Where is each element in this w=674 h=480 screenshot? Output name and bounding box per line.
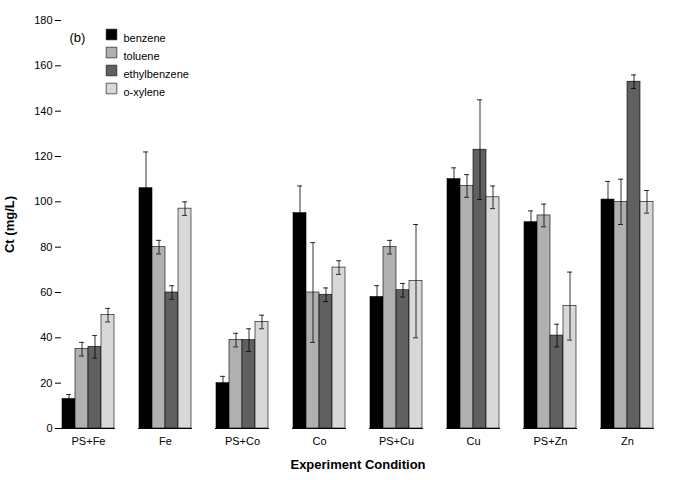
svg-text:160: 160 [34,59,52,71]
svg-text:Experiment Condition: Experiment Condition [290,457,425,472]
svg-text:80: 80 [40,241,52,253]
svg-text:20: 20 [40,377,52,389]
svg-text:benzene: benzene [124,32,166,44]
svg-text:PS+Fe: PS+Fe [72,435,106,447]
svg-text:120: 120 [34,150,52,162]
svg-text:Fe: Fe [159,435,172,447]
svg-text:140: 140 [34,105,52,117]
svg-text:(b): (b) [70,30,86,45]
svg-text:0: 0 [46,422,52,434]
svg-text:Co: Co [312,435,326,447]
svg-text:toluene: toluene [124,50,160,62]
svg-text:ethylbenzene: ethylbenzene [124,68,189,80]
svg-text:o-xylene: o-xylene [124,86,166,98]
svg-text:Zn: Zn [621,435,634,447]
svg-text:100: 100 [34,195,52,207]
svg-text:PS+Cu: PS+Cu [379,435,414,447]
svg-text:Ct (mg/L): Ct (mg/L) [2,196,17,253]
svg-text:60: 60 [40,286,52,298]
svg-text:PS+Co: PS+Co [225,435,260,447]
svg-text:PS+Zn: PS+Zn [534,435,568,447]
svg-text:Cu: Cu [466,435,480,447]
svg-text:180: 180 [34,14,52,26]
svg-text:40: 40 [40,331,52,343]
